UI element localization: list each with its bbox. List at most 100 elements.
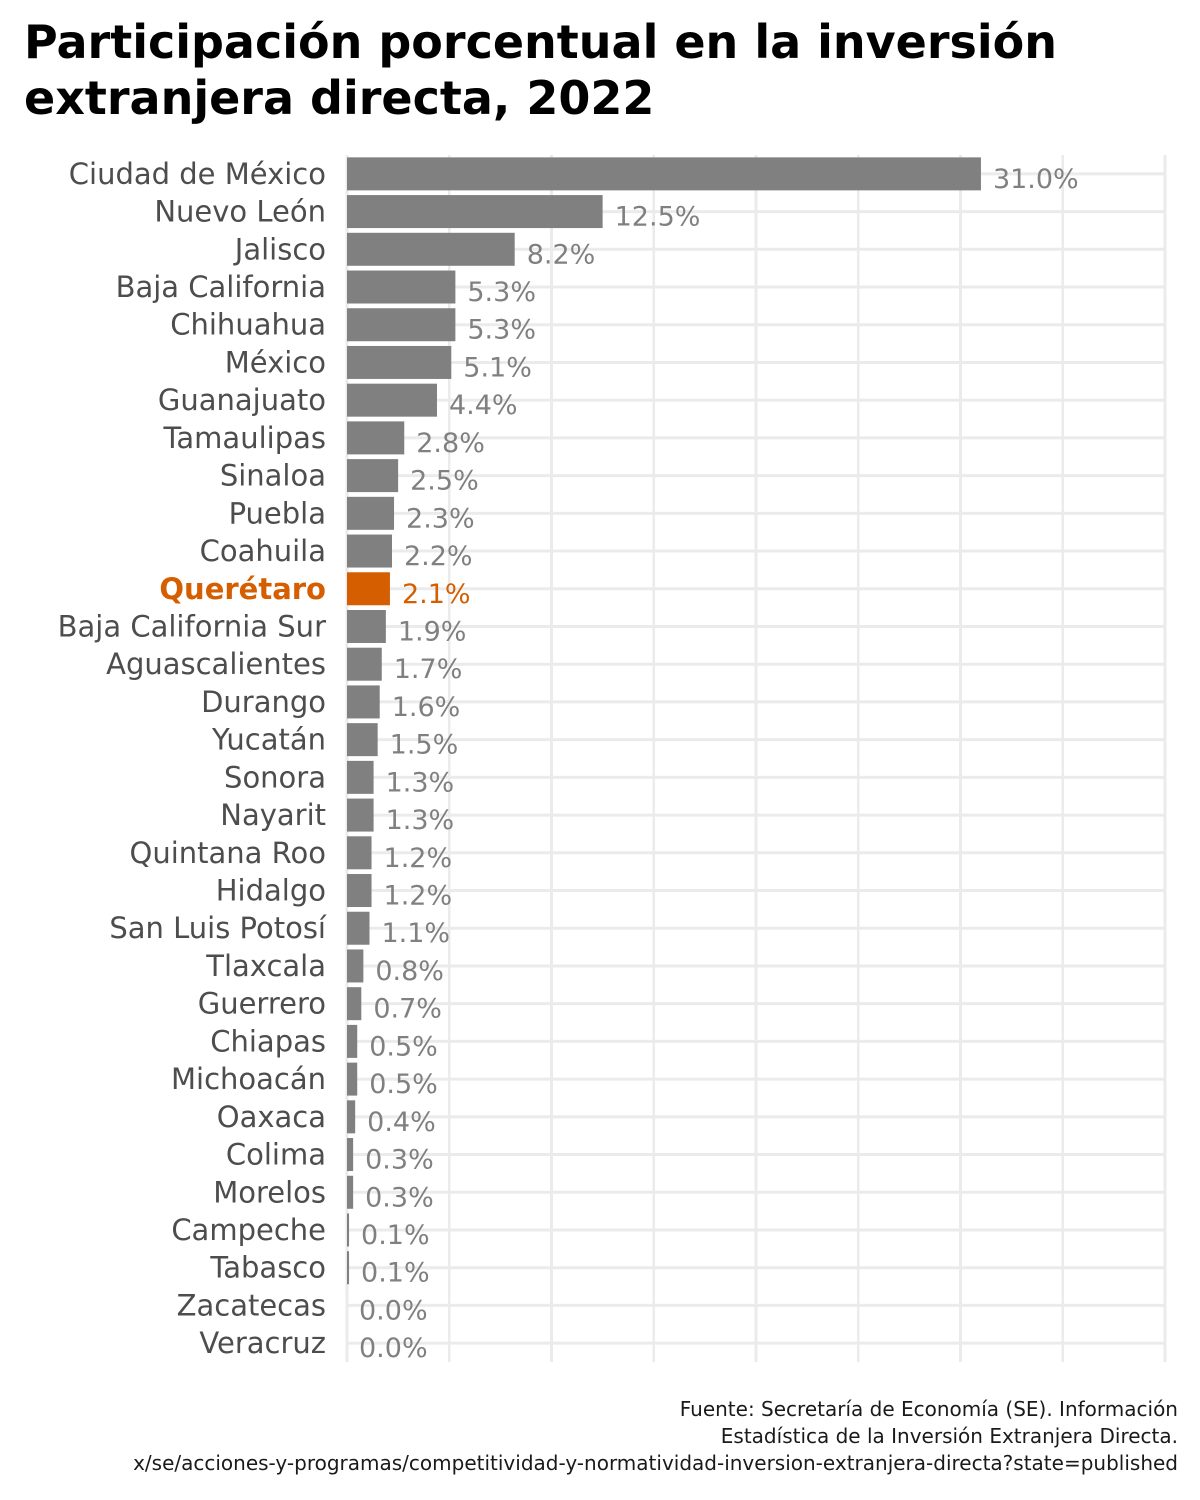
category-label: Campeche xyxy=(171,1213,326,1247)
category-label: México xyxy=(225,345,326,379)
grid-lines xyxy=(345,155,1167,1362)
bars xyxy=(347,157,981,1285)
value-label: 0.3% xyxy=(365,1145,434,1176)
bar xyxy=(347,496,395,530)
chart-title: Participación porcentual en la inversión… xyxy=(24,15,1058,125)
category-label: Hidalgo xyxy=(216,874,326,908)
category-label: Sonora xyxy=(224,760,326,794)
value-label: 0.3% xyxy=(365,1182,434,1213)
category-label: Morelos xyxy=(213,1175,326,1209)
value-label: 0.0% xyxy=(359,1295,428,1326)
category-label: Yucatán xyxy=(211,723,326,757)
category-label: Tlaxcala xyxy=(205,949,326,983)
category-label: Coahuila xyxy=(200,534,326,568)
category-label: Baja California Sur xyxy=(58,609,326,643)
caption-line-2: Estadística de la Inversión Extranjera D… xyxy=(720,1424,1178,1448)
bar xyxy=(347,345,452,379)
category-label: Baja California xyxy=(116,270,326,304)
value-label: 1.3% xyxy=(386,767,455,798)
category-label: Colima xyxy=(226,1138,326,1172)
value-label: 2.1% xyxy=(402,579,471,610)
category-label: Aguascalientes xyxy=(106,647,326,681)
category-label: Guerrero xyxy=(198,987,326,1021)
bar xyxy=(347,798,374,832)
bar xyxy=(347,1062,358,1096)
category-label: Ciudad de México xyxy=(69,157,326,191)
bar xyxy=(347,421,405,455)
value-label: 1.2% xyxy=(384,881,453,912)
value-label: 1.7% xyxy=(394,654,463,685)
caption-line-3: x/se/acciones-y-programas/competitividad… xyxy=(133,1451,1178,1475)
bar xyxy=(347,987,362,1021)
source-caption: Fuente: Secretaría de Economía (SE). Inf… xyxy=(133,1396,1178,1477)
bar xyxy=(347,572,390,606)
bar xyxy=(347,270,456,304)
bar xyxy=(347,157,981,191)
category-label: San Luis Potosí xyxy=(109,911,327,945)
value-label: 12.5% xyxy=(615,202,701,233)
value-label: 0.4% xyxy=(367,1107,436,1138)
value-label: 1.2% xyxy=(384,843,453,874)
category-label: Tabasco xyxy=(209,1251,326,1285)
bar xyxy=(347,1175,354,1209)
category-label: Nayarit xyxy=(220,798,326,832)
value-label: 5.3% xyxy=(467,315,536,346)
value-label: 0.1% xyxy=(361,1220,430,1251)
category-label: Zacatecas xyxy=(177,1288,326,1322)
caption-line-1: Fuente: Secretaría de Economía (SE). Inf… xyxy=(679,1397,1178,1421)
bar xyxy=(347,760,374,794)
bar xyxy=(347,1100,356,1134)
bar xyxy=(347,911,370,945)
value-label: 1.1% xyxy=(381,918,450,949)
category-label: Jalisco xyxy=(233,232,326,266)
value-label: 1.6% xyxy=(392,692,461,723)
bar xyxy=(347,647,382,681)
value-label: 2.5% xyxy=(410,466,479,497)
value-label: 0.1% xyxy=(361,1258,430,1289)
bar xyxy=(347,609,386,643)
value-label: 2.3% xyxy=(406,503,475,534)
category-label: Chihuahua xyxy=(170,308,326,342)
bar xyxy=(347,1138,354,1172)
value-label: 5.3% xyxy=(467,277,536,308)
bar xyxy=(347,308,456,342)
bar xyxy=(347,1024,358,1058)
bar xyxy=(347,534,392,568)
bar xyxy=(347,874,372,908)
bar xyxy=(347,685,380,719)
category-label: Veracruz xyxy=(199,1326,326,1360)
bar xyxy=(347,949,364,983)
value-label: 2.2% xyxy=(404,541,473,572)
value-label: 31.0% xyxy=(993,164,1079,195)
bar xyxy=(347,723,378,757)
bar xyxy=(347,836,372,870)
value-label: 2.8% xyxy=(416,428,485,459)
bar xyxy=(347,232,515,266)
value-label: 1.5% xyxy=(390,730,459,761)
value-labels: 31.0% 12.5% 8.2% 5.3% 5.3% 5.1% 4.4% 2.8% 2.5% 2.… xyxy=(359,164,1079,1364)
value-label: 8.2% xyxy=(527,239,596,270)
category-label: Puebla xyxy=(229,496,326,530)
value-label: 0.0% xyxy=(359,1333,428,1364)
value-label: 0.5% xyxy=(369,1031,438,1062)
value-label: 0.7% xyxy=(373,994,442,1025)
value-label: 1.9% xyxy=(398,616,467,647)
bar xyxy=(347,383,437,417)
category-label: Guanajuato xyxy=(158,383,326,417)
category-label: Chiapas xyxy=(210,1024,326,1058)
bar xyxy=(347,195,603,229)
category-label: Oaxaca xyxy=(217,1100,326,1134)
bar xyxy=(347,1251,350,1285)
category-label: Michoacán xyxy=(171,1062,326,1096)
bar xyxy=(347,1213,350,1247)
value-label: 0.8% xyxy=(375,956,444,987)
category-label: Nuevo León xyxy=(154,195,326,229)
bar xyxy=(347,459,399,493)
category-label: Tamaulipas xyxy=(163,421,327,455)
value-label: 1.3% xyxy=(386,805,455,836)
value-label: 0.5% xyxy=(369,1069,438,1100)
category-label: Durango xyxy=(201,685,326,719)
category-label: Querétaro xyxy=(159,572,326,606)
category-label: Quintana Roo xyxy=(130,836,327,870)
